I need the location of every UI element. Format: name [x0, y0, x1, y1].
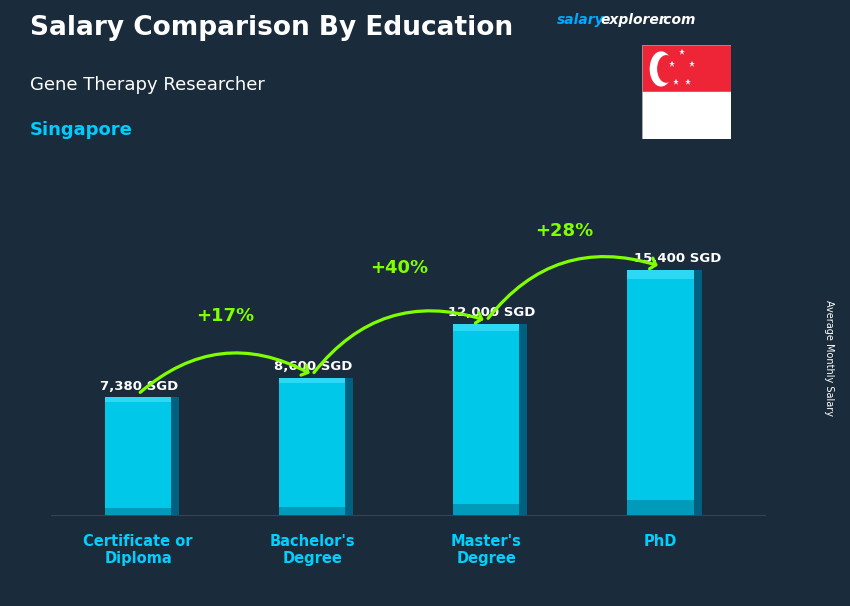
- Circle shape: [650, 52, 672, 86]
- Bar: [694, 270, 701, 515]
- Bar: [279, 378, 345, 515]
- Bar: [105, 398, 171, 515]
- Bar: [105, 508, 171, 515]
- Text: +28%: +28%: [536, 222, 594, 240]
- Bar: [279, 507, 345, 515]
- Text: Gene Therapy Researcher: Gene Therapy Researcher: [30, 76, 264, 94]
- Bar: [453, 504, 519, 515]
- Bar: [453, 324, 519, 331]
- Bar: [627, 270, 694, 279]
- Bar: [627, 501, 694, 515]
- Text: 8,600 SGD: 8,600 SGD: [274, 360, 352, 373]
- Text: 15,400 SGD: 15,400 SGD: [634, 251, 722, 265]
- Text: +17%: +17%: [196, 307, 254, 325]
- Bar: [642, 92, 731, 139]
- Bar: [519, 324, 527, 515]
- Text: Singapore: Singapore: [30, 121, 133, 139]
- Bar: [345, 378, 354, 515]
- Text: salary: salary: [557, 13, 604, 27]
- Bar: [171, 398, 179, 515]
- Text: Salary Comparison By Education: Salary Comparison By Education: [30, 15, 513, 41]
- Circle shape: [658, 56, 675, 82]
- Bar: [627, 270, 694, 515]
- Text: 7,380 SGD: 7,380 SGD: [99, 379, 178, 393]
- Text: .com: .com: [659, 13, 696, 27]
- Text: Average Monthly Salary: Average Monthly Salary: [824, 299, 834, 416]
- Bar: [642, 45, 731, 92]
- Bar: [279, 378, 345, 384]
- Bar: [105, 398, 171, 402]
- Bar: [453, 324, 519, 515]
- Text: +40%: +40%: [371, 259, 428, 277]
- Text: 12,000 SGD: 12,000 SGD: [448, 306, 536, 319]
- Text: explorer: explorer: [600, 13, 666, 27]
